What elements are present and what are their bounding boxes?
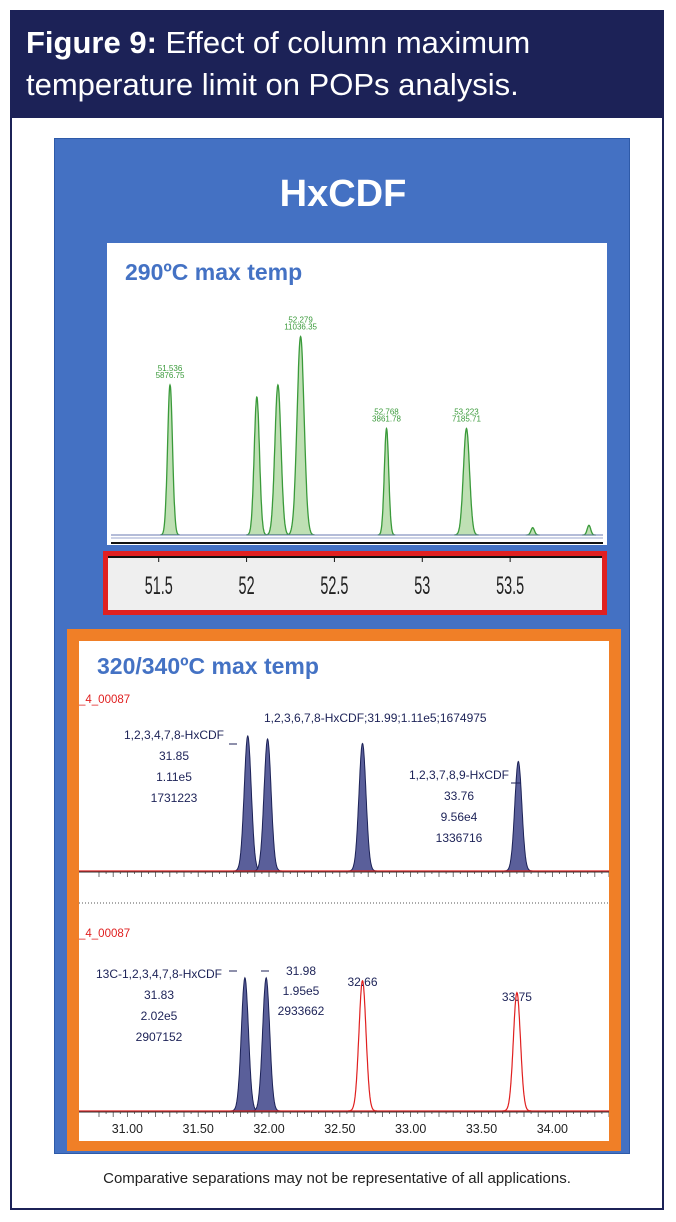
peak-annotation: 1731223 <box>151 791 198 805</box>
peak-filled <box>253 737 282 872</box>
x-axis-290c: 51.5 52 52.5 53 53.5 <box>108 556 602 600</box>
trace-id-label: _4_00087 <box>79 928 130 940</box>
chromatogram-320-340c: 320/340ºC max temp _4_00087 _4_00087 31.00… <box>78 641 610 1141</box>
peak-annotation: 1,2,3,4,7,8-HxCDF <box>124 728 224 742</box>
x-tick-label-lower: 32.00 <box>253 1122 284 1136</box>
peak-290c-53.92 <box>581 524 596 536</box>
peak-annotation: 1336716 <box>436 831 483 845</box>
peak-filled <box>348 742 377 872</box>
peak-label-290c: 53.223 <box>454 408 479 417</box>
x-tick-label-lower: 33.00 <box>395 1122 426 1136</box>
peak-290c-51.536 <box>160 383 180 536</box>
peak-label-290c: 7185.71 <box>452 415 481 424</box>
x-tick-label-lower: 34.00 <box>537 1122 568 1136</box>
figure-caption: Effect of column maximum temperature lim… <box>26 25 531 102</box>
x-tick-label-290c: 53 <box>414 573 430 600</box>
peak-290c-52.03 <box>246 395 268 536</box>
peak-annotation: 2907152 <box>136 1030 183 1044</box>
peak-annotation: 31.83 <box>144 988 174 1002</box>
peak-unfilled <box>348 979 377 1112</box>
peak-label-290c: 5876.75 <box>156 371 185 380</box>
peak-annotation: 31.85 <box>159 749 189 763</box>
x-tick-label-lower: 32.50 <box>324 1122 355 1136</box>
peak-annotation: 31.98 <box>286 964 316 978</box>
x-axis-290c-highlight: 51.5 52 52.5 53 53.5 <box>103 551 607 615</box>
figure-title: Figure 9: Effect of column maximum tempe… <box>26 22 646 106</box>
x-tick-label-290c: 51.5 <box>145 573 173 600</box>
peak-annotation: 13C-1,2,3,4,7,8-HxCDF <box>96 967 222 981</box>
footnote: Comparative separations may not be repre… <box>103 1170 571 1187</box>
peak-annotation: 1,2,3,7,8,9-HxCDF <box>409 768 509 782</box>
peak-annotation: 2933662 <box>278 1004 325 1018</box>
x-tick-label-290c: 52 <box>239 573 255 600</box>
peak-unfilled <box>502 991 532 1112</box>
peak-annotation: 9.56e4 <box>441 810 478 824</box>
peak-label-290c: 51.536 <box>158 364 183 373</box>
x-tick-label-290c: 53.5 <box>496 573 524 600</box>
peak-filled <box>251 976 281 1112</box>
peak-290c-52.279 <box>286 335 315 536</box>
peak-annotation: 1,2,3,6,7,8-HxCDF;31.99;1.11e5;1674975 <box>264 711 487 725</box>
peak-290c-52.15 <box>265 383 291 536</box>
peak-annotation: 33.75 <box>502 990 532 1004</box>
x-tick-label-lower: 33.50 <box>466 1122 497 1136</box>
section-title: HxCDF <box>279 173 407 215</box>
chart-label-290c: 290ºC max temp <box>125 259 303 285</box>
peak-annotation: 1.11e5 <box>156 770 192 784</box>
trace-id-label: _4_00087 <box>79 694 130 706</box>
peak-label-290c: 3861.78 <box>372 415 401 424</box>
peak-annotation: 33.76 <box>444 789 474 803</box>
peak-filled <box>504 760 533 872</box>
peak-290c-53.6 <box>525 526 540 536</box>
peak-label-290c: 11036.35 <box>284 323 317 332</box>
x-tick-label-290c: 52.5 <box>320 573 348 600</box>
peak-annotation: 32.66 <box>347 975 377 989</box>
figure-header: Figure 9: Effect of column maximum tempe… <box>12 12 662 118</box>
chart-label-320-340c: 320/340ºC max temp <box>97 653 319 679</box>
peak-label-290c: 52.279 <box>288 316 313 325</box>
peak-filled <box>233 734 262 872</box>
x-tick-label-lower: 31.50 <box>183 1122 214 1136</box>
peak-filled <box>230 976 259 1112</box>
peak-290c-53.223 <box>454 427 479 536</box>
comparison-panel: 320/340ºC max temp _4_00087 _4_00087 31.00… <box>67 629 621 1151</box>
chromatogram-290c: 290ºC max temp 51.536 5876.75 52.279 11036.… <box>107 243 607 545</box>
peak-label-290c: 52.768 <box>374 408 399 417</box>
peak-290c-52.768 <box>377 427 396 536</box>
figure-label: Figure 9: <box>26 25 157 60</box>
figure-frame: Figure 9: Effect of column maximum tempe… <box>10 10 664 1210</box>
chromatogram-320-340c-plot: _4_00087 _4_00087 31.00 31.50 32.00 32.50 33.0… <box>78 694 610 1136</box>
hxcdf-panel: HxCDF 290ºC max temp 51.536 5876.75 52.279… <box>54 138 630 1154</box>
peak-annotation: 1.95e5 <box>283 984 320 998</box>
x-tick-label-lower: 31.00 <box>112 1122 143 1136</box>
peak-annotation: 2.02e5 <box>141 1009 178 1023</box>
